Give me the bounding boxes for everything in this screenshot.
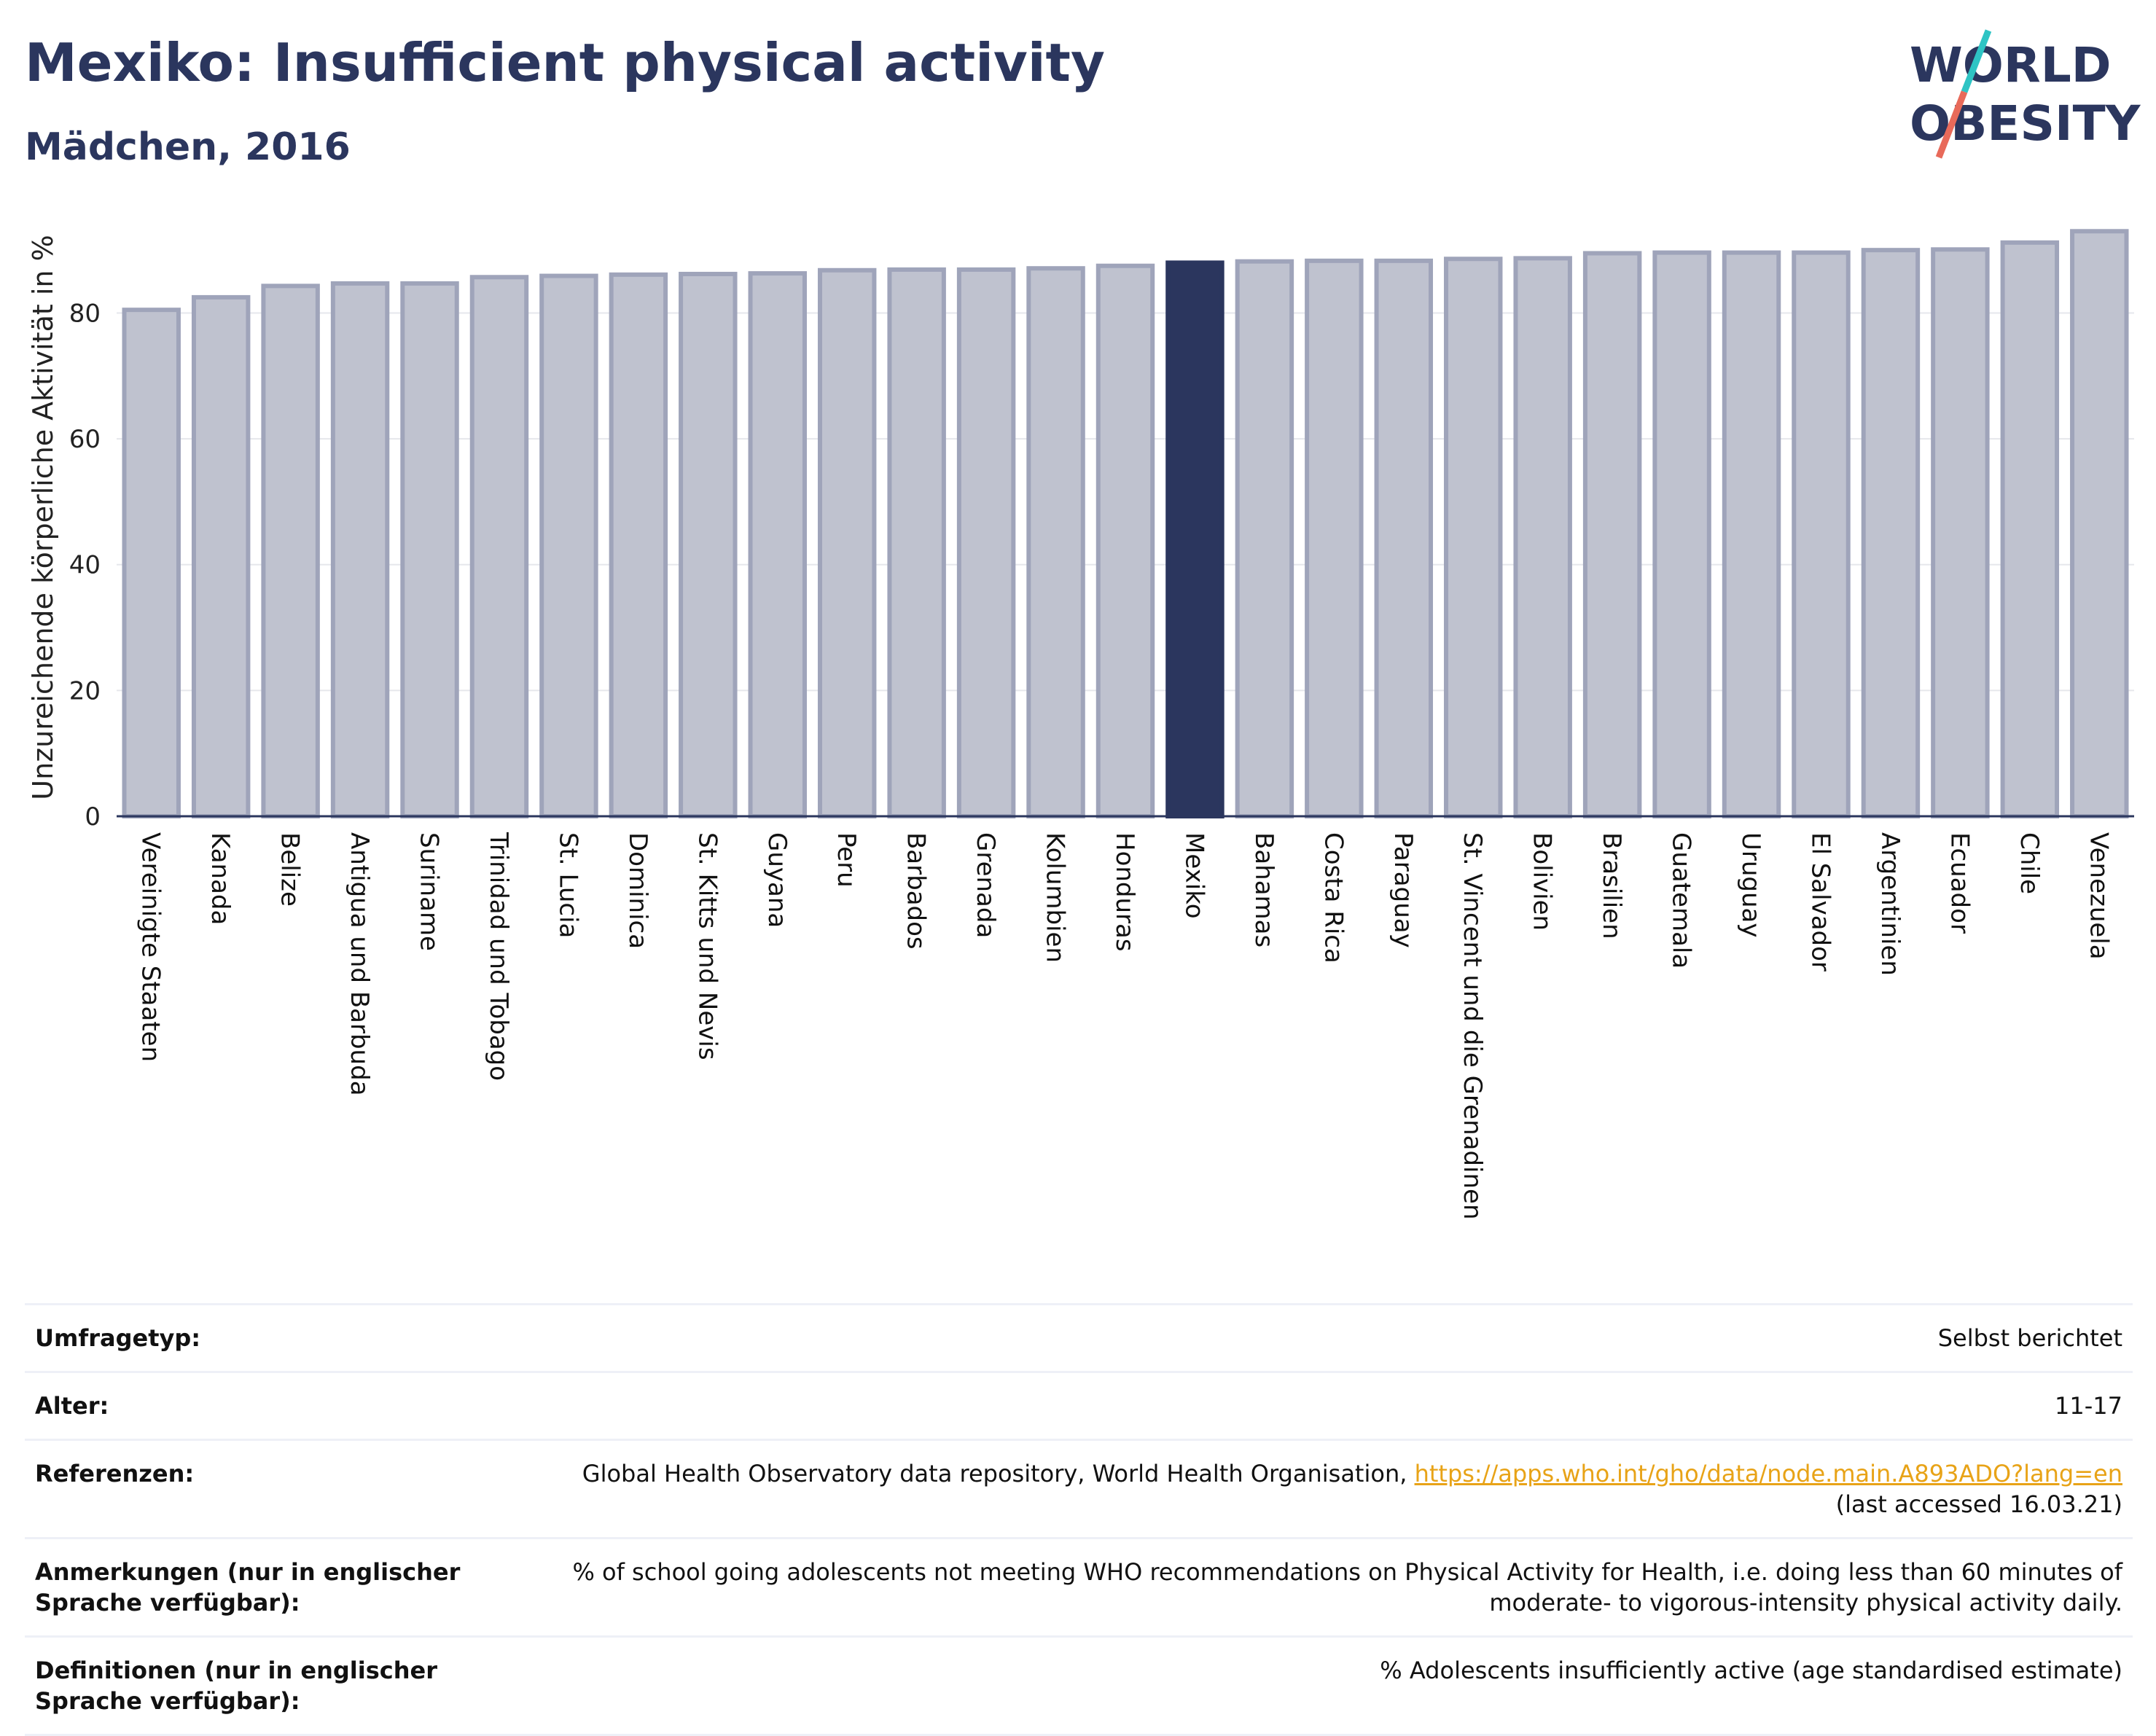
bar: [1582, 251, 1642, 818]
x-tick-label: Bolivien: [1528, 832, 1557, 931]
y-tick-label: 80: [69, 299, 101, 328]
x-tick-label: Grenada: [971, 832, 1000, 938]
bar: [1026, 266, 1085, 819]
bar: [1931, 247, 1990, 818]
x-tick-label: St. Kitts und Nevis: [692, 832, 722, 1060]
info-row-age: Alter: 11-17: [25, 1372, 2133, 1440]
bar: [1722, 250, 1781, 818]
x-tick-label: Guatemala: [1667, 832, 1696, 969]
page-subtitle: Mädchen, 2016: [25, 125, 351, 169]
y-tick-label: 40: [69, 551, 101, 580]
x-tick-label: Bahamas: [1249, 832, 1278, 947]
info-row-references: Referenzen: Global Health Observatory da…: [25, 1439, 2133, 1538]
x-tick-label: St. Vincent und die Grenadinen: [1458, 832, 1487, 1219]
reference-accessed: (last accessed 16.03.21): [1835, 1490, 2122, 1518]
bar: [1792, 250, 1851, 818]
bar: [1305, 258, 1364, 818]
bar-highlight: [1165, 260, 1225, 818]
x-tick-label: Dominica: [623, 832, 652, 949]
bar: [1374, 258, 1434, 818]
reference-text: Global Health Observatory data repositor…: [582, 1460, 1415, 1487]
bar: [1095, 263, 1155, 819]
x-tick-label: Barbados: [902, 832, 931, 950]
info-table: Umfragetyp: Selbst berichtet Alter: 11-1…: [25, 1303, 2133, 1736]
info-key: Alter:: [35, 1392, 109, 1420]
info-key: Definitionen (nur in englischer Sprache …: [35, 1657, 437, 1715]
x-tick-label: Antigua und Barbuda: [345, 832, 374, 1096]
x-tick-label: Trinidad und Tobago: [484, 832, 513, 1081]
bar: [469, 275, 529, 818]
y-axis-label: Unzureichende körperliche Aktivität in %: [27, 235, 59, 799]
info-row-definitions: Definitionen (nur in englischer Sprache …: [25, 1636, 2133, 1735]
logo-slash-teal: [1961, 29, 1992, 93]
x-tick-label: Paraguay: [1388, 832, 1418, 948]
x-tick-label: Belize: [276, 832, 305, 907]
bar: [887, 267, 946, 819]
y-tick-label: 60: [69, 425, 101, 454]
bar: [2000, 240, 2060, 819]
bar: [748, 271, 807, 819]
info-key: Umfragetyp:: [35, 1324, 201, 1352]
y-tick-label: 20: [69, 676, 101, 705]
x-tick-label: El Salvador: [1805, 832, 1835, 971]
info-key: Referenzen:: [35, 1460, 195, 1487]
x-tick-label: Peru: [832, 832, 861, 888]
bar: [261, 284, 320, 818]
page-title: Mexiko: Insufficient physical activity: [25, 32, 1105, 93]
bar: [817, 267, 877, 819]
bar: [191, 294, 251, 819]
x-tick-label: Uruguay: [1736, 832, 1765, 938]
x-tick-label: Costa Rica: [1319, 832, 1348, 963]
x-tick-label: Venezuela: [2084, 832, 2113, 960]
logo-slash-coral: [1935, 90, 1968, 159]
x-tick-label: Kolumbien: [1041, 832, 1070, 963]
bar: [539, 273, 598, 819]
bar: [609, 272, 668, 819]
bar: [2070, 229, 2129, 818]
x-tick-label: Chile: [2015, 832, 2044, 894]
bar-chart: 0 20 40 60 80 Unzureichende körperliche Aktiv…: [27, 229, 2134, 1219]
info-value: % Adolescents insufficiently active (age…: [1380, 1657, 2122, 1684]
x-tick-label: Honduras: [1110, 832, 1139, 952]
bar: [1235, 259, 1294, 818]
info-value: Global Health Observatory data repositor…: [541, 1440, 2133, 1538]
reference-link[interactable]: https://apps.who.int/gho/data/node.main.…: [1414, 1460, 2122, 1487]
bar: [400, 281, 459, 818]
x-tick-label: Ecuador: [1945, 832, 1974, 934]
bar: [1861, 248, 1921, 818]
bar: [330, 281, 390, 818]
bar: [1652, 250, 1711, 818]
info-value: % of school going adolescents not meetin…: [572, 1558, 2122, 1616]
info-key: Anmerkungen (nur in englischer Sprache v…: [35, 1558, 461, 1616]
bar: [122, 308, 181, 818]
info-value: Selbst berichtet: [1937, 1324, 2122, 1352]
x-tick-label: Kanada: [206, 832, 235, 925]
x-tick-label: Vereinigte Staaten: [136, 832, 165, 1062]
info-row-survey-type: Umfragetyp: Selbst berichtet: [25, 1304, 2133, 1372]
info-row-notes: Anmerkungen (nur in englischer Sprache v…: [25, 1538, 2133, 1637]
bar: [679, 271, 738, 819]
logo-line-1: WORLD: [1910, 37, 2112, 93]
bar: [1513, 256, 1572, 818]
world-obesity-logo: WORLD OBESITY: [1910, 29, 2141, 159]
bar: [1444, 257, 1503, 818]
x-tick-label: Brasilien: [1597, 832, 1626, 939]
bar: [956, 267, 1016, 819]
x-tick-label: Argentinien: [1875, 832, 1905, 976]
x-tick-label: Suriname: [415, 832, 444, 951]
x-tick-label: Guyana: [762, 832, 792, 928]
logo-line-2: OBESITY: [1910, 95, 2141, 152]
x-tick-label: Mexiko: [1179, 832, 1208, 919]
y-tick-label: 0: [85, 802, 101, 832]
x-tick-label: St. Lucia: [553, 832, 582, 938]
info-value: 11-17: [2055, 1392, 2122, 1420]
